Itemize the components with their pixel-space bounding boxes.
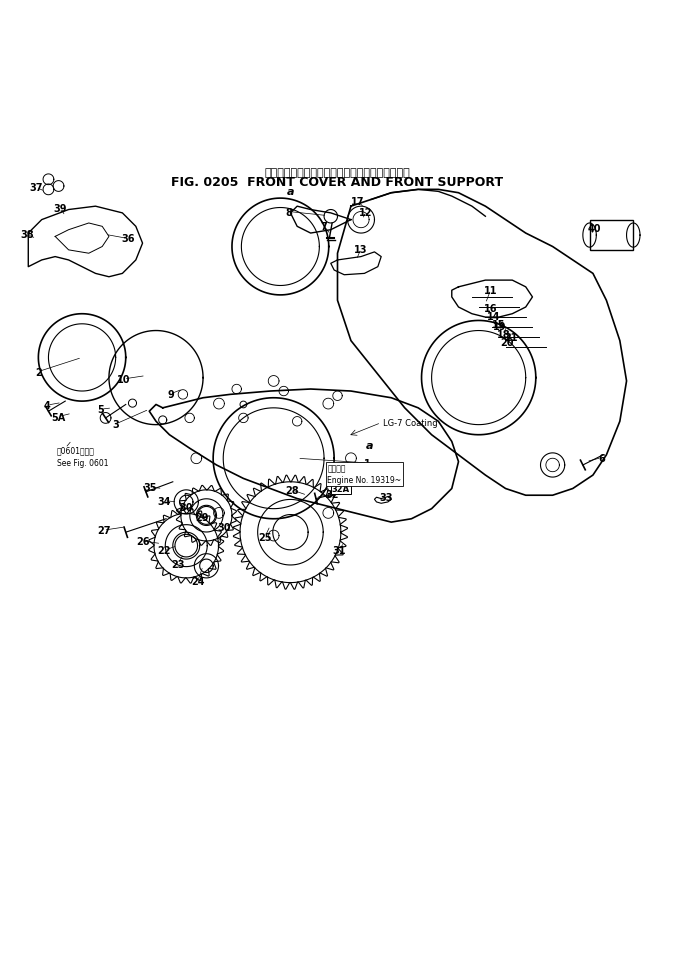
Text: 7: 7 [321, 222, 327, 232]
Text: LG-7 Coating: LG-7 Coating [383, 419, 438, 427]
Text: 15: 15 [492, 320, 506, 331]
Text: 2: 2 [35, 367, 42, 378]
Text: 20: 20 [500, 337, 514, 347]
Text: 5: 5 [97, 405, 104, 415]
Text: 1: 1 [364, 459, 371, 468]
Text: 19: 19 [493, 322, 507, 332]
Text: 10: 10 [117, 375, 130, 384]
Text: a: a [287, 187, 294, 198]
Text: 8: 8 [286, 207, 292, 217]
Text: 31: 31 [332, 546, 346, 556]
Text: 3: 3 [112, 420, 119, 429]
Text: 適用号機
Engine No. 19319~: 適用号機 Engine No. 19319~ [327, 464, 402, 485]
Text: 9: 9 [167, 389, 174, 399]
Text: 23: 23 [171, 559, 184, 569]
Text: 27: 27 [97, 525, 110, 536]
Text: 30: 30 [218, 523, 232, 533]
Text: 18: 18 [497, 330, 511, 339]
Text: 24: 24 [191, 577, 205, 587]
Text: FIG. 0205  FRONT COVER AND FRONT SUPPORT: FIG. 0205 FRONT COVER AND FRONT SUPPORT [171, 176, 504, 189]
Text: フロント　カバー　および　フロント　サポート: フロント カバー および フロント サポート [265, 168, 410, 178]
Text: 32: 32 [325, 489, 339, 500]
Text: 26: 26 [136, 536, 149, 547]
Text: 11: 11 [484, 286, 497, 295]
Text: 39: 39 [54, 203, 68, 213]
Text: 37: 37 [30, 183, 43, 193]
Text: 28: 28 [285, 485, 298, 495]
Text: 30: 30 [180, 503, 193, 512]
Bar [589, 220, 633, 250]
Text: 40: 40 [587, 223, 601, 234]
Text: 第0601図参照
See Fig. 0601: 第0601図参照 See Fig. 0601 [57, 446, 108, 467]
Text: 35: 35 [144, 483, 157, 493]
Text: 36: 36 [121, 234, 134, 244]
Text: 38: 38 [20, 230, 34, 241]
Text: 12: 12 [359, 207, 373, 217]
Text: 33: 33 [379, 493, 393, 503]
Text: a: a [366, 441, 373, 451]
Text: 21: 21 [504, 333, 518, 343]
Text: 17: 17 [351, 198, 364, 207]
Text: 14: 14 [487, 312, 500, 322]
Text: 4: 4 [44, 401, 51, 411]
Text: 34: 34 [157, 496, 171, 506]
Text: 25: 25 [258, 532, 271, 543]
Text: 29: 29 [195, 512, 209, 522]
Text: 6: 6 [598, 453, 605, 464]
Text: 16: 16 [484, 304, 497, 314]
Text: 32A: 32A [332, 484, 350, 494]
Text: 5A: 5A [51, 412, 65, 422]
Text: 13: 13 [354, 244, 368, 254]
Text: 22: 22 [157, 546, 171, 556]
